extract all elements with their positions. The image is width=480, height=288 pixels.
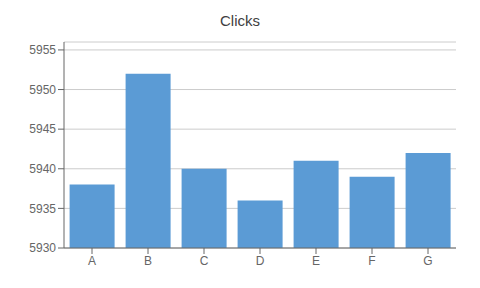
svg-text:5950: 5950 xyxy=(29,83,56,97)
svg-text:5955: 5955 xyxy=(29,43,56,57)
svg-text:5940: 5940 xyxy=(29,162,56,176)
svg-text:E: E xyxy=(312,254,320,268)
svg-text:G: G xyxy=(423,254,432,268)
svg-text:A: A xyxy=(88,254,96,268)
svg-text:D: D xyxy=(256,254,265,268)
svg-text:5945: 5945 xyxy=(29,122,56,136)
svg-text:F: F xyxy=(368,254,375,268)
svg-text:C: C xyxy=(200,254,209,268)
svg-text:5930: 5930 xyxy=(29,241,56,255)
svg-text:5935: 5935 xyxy=(29,202,56,216)
svg-text:B: B xyxy=(144,254,152,268)
html-text:Clicks: Clicks xyxy=(220,12,260,29)
